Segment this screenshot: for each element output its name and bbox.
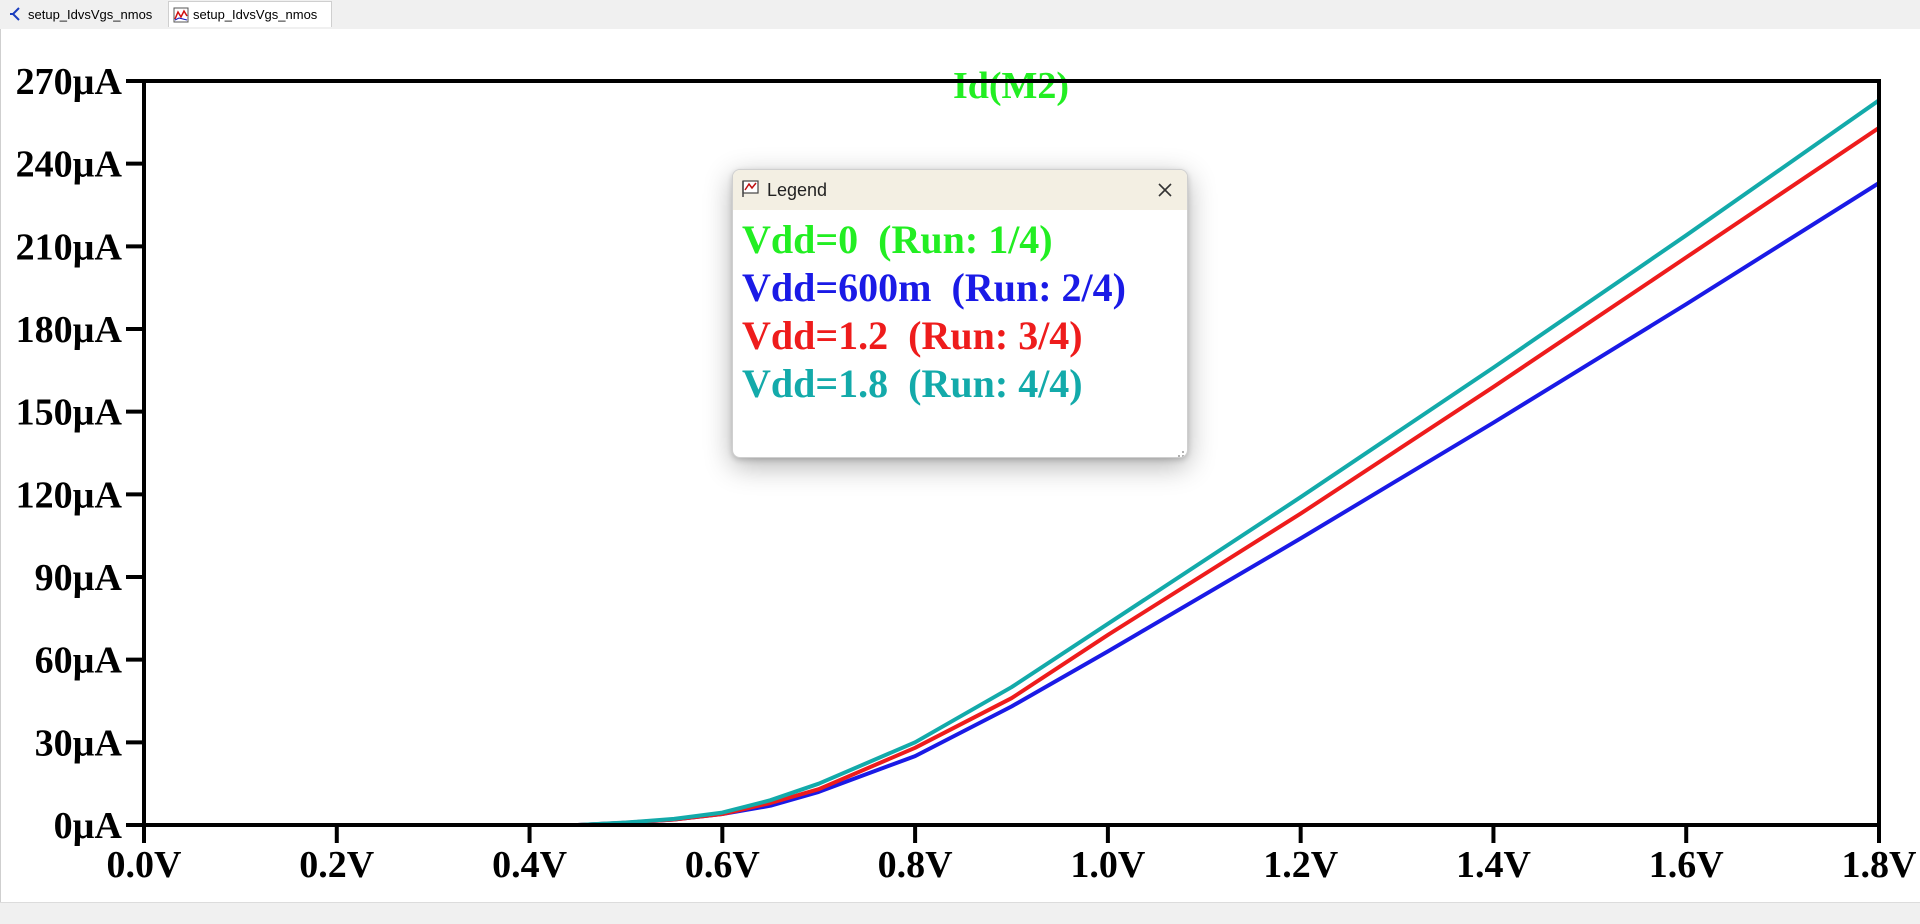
- tab-schematic[interactable]: setup_IdvsVgs_nmos: [4, 1, 168, 27]
- y-tick-label: 180µA: [16, 309, 123, 351]
- x-tick-label: 0.4V: [492, 844, 568, 886]
- legend-entry-run-4[interactable]: Vdd=1.8 (Run: 4/4): [742, 361, 1083, 406]
- y-tick-label: 120µA: [16, 474, 123, 516]
- legend-title: Legend: [767, 179, 828, 200]
- tab-label: setup_IdvsVgs_nmos: [28, 6, 153, 22]
- legend-body: Vdd=0 (Run: 1/4) Vdd=600m (Run: 2/4) Vdd…: [740, 215, 1176, 450]
- series-line-run-4[interactable]: [144, 98, 1881, 827]
- x-tick-label: 1.6V: [1649, 844, 1725, 886]
- y-tick-label: 30µA: [35, 722, 123, 764]
- status-bar: [0, 902, 1920, 924]
- waveform-plot-window[interactable]: Id(M2) 0µA 30µA 60µA 90µA 120µA 150µA 180µA 210…: [0, 29, 1920, 902]
- resize-grip-icon[interactable]: [1175, 445, 1185, 457]
- y-tick-label: 210µA: [16, 226, 123, 268]
- x-axis: 0.0V 0.2V 0.4V 0.6V 0.8V 1.0V 1.2V 1.4V 1.6V 1.8V: [107, 825, 1918, 886]
- y-tick-label: 240µA: [16, 144, 123, 186]
- y-tick-label: 150µA: [16, 392, 123, 434]
- plot-frame: [142, 79, 1881, 827]
- y-tick-label: 90µA: [35, 557, 123, 599]
- x-tick-label: 0.6V: [685, 844, 761, 886]
- close-icon[interactable]: [1153, 178, 1177, 202]
- legend-window[interactable]: Legend Vdd=0 (Run: 1/4) Vdd=600m (Run: 2…: [732, 169, 1188, 458]
- chart-title: Id(M2): [953, 65, 1069, 107]
- x-tick-label: 1.4V: [1456, 844, 1532, 886]
- y-axis: 0µA 30µA 60µA 90µA 120µA 150µA 180µA 210µA 240µA…: [16, 61, 144, 847]
- y-tick-label: 0µA: [54, 805, 123, 847]
- x-tick-label: 0.0V: [107, 844, 183, 886]
- legend-entry-run-1[interactable]: Vdd=0 (Run: 1/4): [742, 217, 1053, 262]
- legend-icon: [741, 178, 761, 203]
- legend-titlebar[interactable]: Legend: [733, 170, 1187, 210]
- legend-entry-run-3[interactable]: Vdd=1.2 (Run: 3/4): [742, 313, 1083, 358]
- tab-label: setup_IdvsVgs_nmos: [193, 7, 318, 22]
- x-tick-label: 0.2V: [299, 844, 375, 886]
- schematic-icon: [8, 6, 24, 22]
- tab-waveform[interactable]: setup_IdvsVgs_nmos: [168, 1, 332, 27]
- waveform-icon: [173, 7, 189, 23]
- x-tick-label: 1.2V: [1263, 844, 1339, 886]
- y-tick-label: 270µA: [16, 61, 123, 103]
- legend-entry-run-2[interactable]: Vdd=600m (Run: 2/4): [742, 265, 1126, 310]
- tab-bar: setup_IdvsVgs_nmos setup_IdvsVgs_nmos: [0, 0, 1920, 30]
- x-tick-label: 1.0V: [1070, 844, 1146, 886]
- plot-area[interactable]: Id(M2) 0µA 30µA 60µA 90µA 120µA 150µA 180µA 210…: [1, 29, 1920, 902]
- x-tick-label: 0.8V: [878, 844, 954, 886]
- x-tick-label: 1.8V: [1842, 844, 1918, 886]
- y-tick-label: 60µA: [35, 640, 123, 682]
